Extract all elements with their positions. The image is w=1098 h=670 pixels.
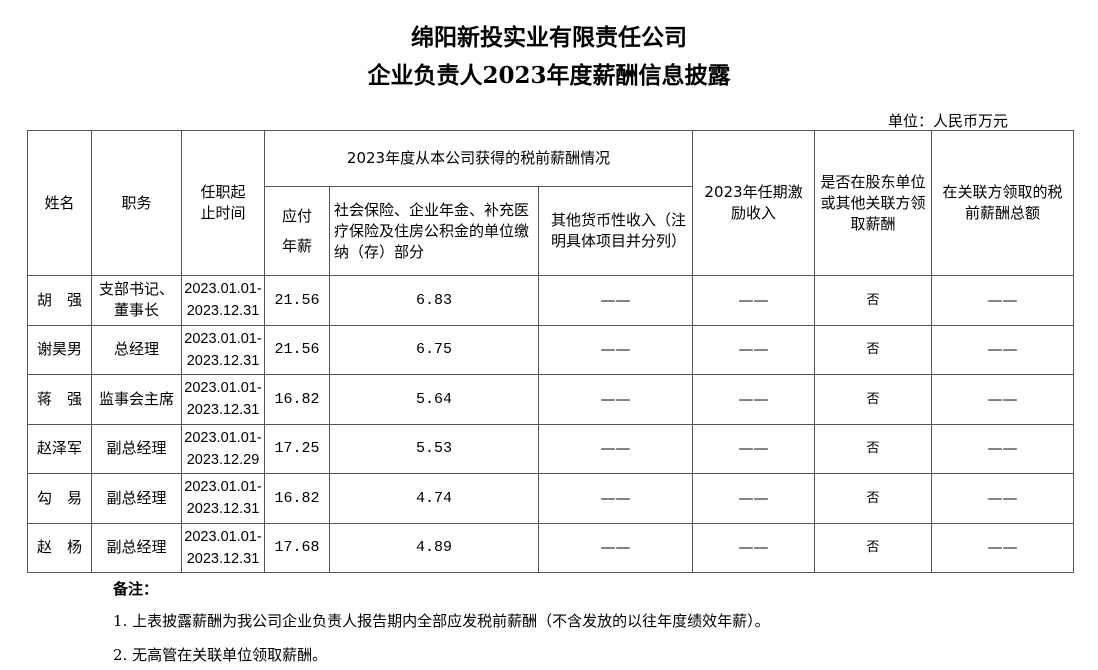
cell-name: 胡 强	[27, 275, 92, 326]
notes-heading: 备注：	[113, 580, 159, 598]
cell-term: 2023.01.01- 2023.12.31	[181, 473, 265, 524]
header-other: 其他货币性收入（注明具体项目并分列）	[537, 186, 694, 276]
term-start: 2023.01.01-	[184, 281, 262, 298]
header-salary: 应付年薪	[264, 186, 330, 276]
note-item: 2. 无高管在关联单位领取薪酬。	[113, 646, 328, 664]
header-related: 在关联方领取的税前薪酬总额	[931, 130, 1075, 276]
cell-term: 2023.01.01- 2023.12.31	[181, 374, 265, 425]
cell-salary: 21.56	[264, 275, 330, 326]
cell-incentive: ——	[692, 324, 816, 375]
cell-incentive: ——	[692, 423, 816, 474]
cell-name: 赵 杨	[27, 522, 92, 573]
cell-incentive: ——	[692, 522, 816, 573]
cell-other: ——	[537, 473, 694, 524]
cell-shareholder: 否	[814, 275, 933, 326]
cell-incentive: ——	[692, 374, 816, 425]
cell-other: ——	[537, 374, 694, 425]
cell-term: 2023.01.01- 2023.12.31	[181, 522, 265, 573]
term-start: 2023.01.01-	[184, 479, 262, 496]
cell-position: 支部书记、董事长	[91, 275, 182, 326]
header-incentive-text: 2023年任期激励收入	[704, 183, 803, 222]
header-name: 姓名	[27, 130, 92, 276]
cell-shareholder: 否	[814, 374, 933, 425]
title-company: 绵阳新投实业有限责任公司	[411, 24, 687, 51]
cell-term: 2023.01.01- 2023.12.31	[181, 324, 265, 375]
cell-other: ——	[537, 324, 694, 375]
table-row: 蒋 强监事会主席 2023.01.01- 2023.12.31 16.82 5.64 ——…	[27, 374, 1075, 425]
cell-name: 谢昊男	[27, 324, 92, 375]
header-term: 任职起止时间	[181, 130, 265, 276]
cell-related: ——	[931, 522, 1075, 573]
cell-salary: 16.82	[264, 374, 330, 425]
cell-shareholder: 否	[814, 522, 933, 573]
term-start: 2023.01.01-	[184, 429, 262, 446]
cell-shareholder: 否	[814, 324, 933, 375]
table-row: 赵 杨副总经理 2023.01.01- 2023.12.31 17.68 4.89 —— —…	[27, 522, 1075, 573]
header-incentive: 2023年任期激励收入	[692, 130, 816, 276]
cell-shareholder: 否	[814, 423, 933, 474]
cell-insurance: 4.74	[329, 473, 539, 524]
cell-name: 勾 易	[27, 473, 92, 524]
cell-salary: 17.25	[264, 423, 330, 474]
term-end: 2023.12.31	[186, 402, 260, 419]
term-end: 2023.12.31	[186, 550, 260, 567]
cell-insurance: 6.83	[329, 275, 539, 326]
cell-term: 2023.01.01- 2023.12.31	[181, 275, 265, 326]
term-start: 2023.01.01-	[184, 330, 262, 347]
cell-insurance: 5.64	[329, 374, 539, 425]
header-group: 2023年度从本公司获得的税前薪酬情况	[263, 130, 694, 187]
salary-table: 姓名 职务 任职起止时间 2023年度从本公司获得的税前薪酬情况 2023年任期…	[27, 130, 1075, 573]
term-end: 2023.12.31	[186, 352, 260, 369]
term-end: 2023.12.29	[186, 451, 260, 468]
term-end: 2023.12.31	[186, 501, 260, 518]
cell-name: 赵泽军	[27, 423, 92, 474]
header-insurance: 社会保险、企业年金、补充医疗保险及住房公积金的单位缴纳（存）部分	[329, 186, 539, 276]
term-start: 2023.01.01-	[184, 380, 262, 397]
cell-related: ——	[931, 324, 1075, 375]
cell-insurance: 5.53	[329, 423, 539, 474]
term-end: 2023.12.31	[186, 303, 260, 320]
cell-incentive: ——	[692, 275, 816, 326]
table-row: 赵泽军 副总经理 2023.01.01- 2023.12.29 17.25 5.53 —— —…	[27, 423, 1075, 474]
cell-related: ——	[931, 473, 1075, 524]
cell-related: ——	[931, 423, 1075, 474]
table-row: 谢昊男 总经理 2023.01.01- 2023.12.31 21.56 6.75 —— ——…	[27, 324, 1075, 375]
cell-insurance: 4.89	[329, 522, 539, 573]
title-disclosure: 企业负责人2023年度薪酬信息披露	[367, 62, 731, 89]
cell-position: 副总经理	[91, 473, 182, 524]
header-position: 职务	[91, 130, 182, 276]
cell-salary: 21.56	[264, 324, 330, 375]
term-start: 2023.01.01-	[184, 528, 262, 545]
cell-term: 2023.01.01- 2023.12.29	[181, 423, 265, 474]
cell-other: ——	[537, 522, 694, 573]
cell-other: ——	[537, 275, 694, 326]
cell-salary: 17.68	[264, 522, 330, 573]
cell-related: ——	[931, 374, 1075, 425]
cell-position: 副总经理	[91, 423, 182, 474]
cell-salary: 16.82	[264, 473, 330, 524]
cell-shareholder: 否	[814, 473, 933, 524]
table-row: 勾 易副总经理 2023.01.01- 2023.12.31 16.82 4.74 —— —…	[27, 473, 1075, 524]
header-shareholder: 是否在股东单位或其他关联方领取薪酬	[814, 130, 933, 276]
cell-position: 副总经理	[91, 522, 182, 573]
cell-insurance: 6.75	[329, 324, 539, 375]
cell-related: ——	[931, 275, 1075, 326]
table-row: 胡 强支部书记、董事长 2023.01.01- 2023.12.31 21.56 6.8…	[27, 275, 1075, 326]
note-item: 1. 上表披露薪酬为我公司企业负责人报告期内全部应发税前薪酬（不含发放的以往年度…	[113, 612, 770, 630]
cell-position: 总经理	[91, 324, 182, 375]
cell-position: 监事会主席	[91, 374, 182, 425]
cell-incentive: ——	[692, 473, 816, 524]
cell-name: 蒋 强	[27, 374, 92, 425]
unit-label: 单位：人民币万元	[888, 112, 1009, 130]
cell-other: ——	[537, 423, 694, 474]
